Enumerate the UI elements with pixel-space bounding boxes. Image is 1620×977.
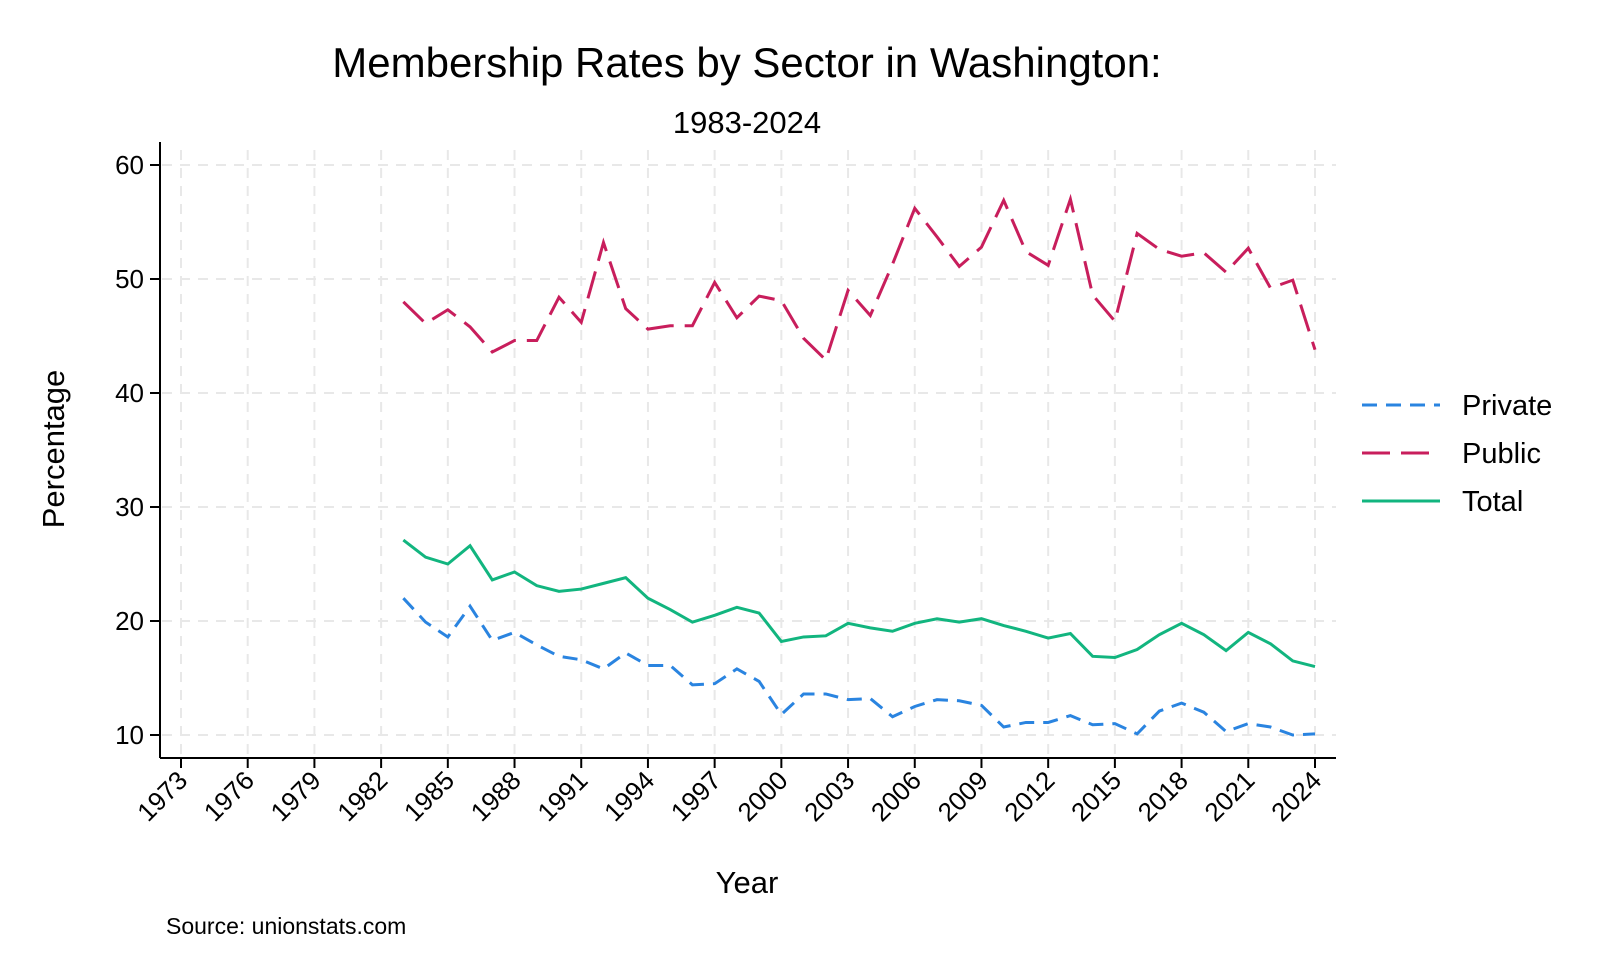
x-tick-label: 1985 bbox=[398, 765, 460, 827]
y-ticks-layer: 10 20 30 40 50 60 bbox=[115, 150, 160, 750]
x-tick-label: 1991 bbox=[531, 765, 593, 827]
x-tick-label: 2003 bbox=[798, 765, 860, 827]
grid-layer bbox=[162, 150, 1336, 756]
y-axis-title: Percentage bbox=[36, 370, 71, 529]
x-axis-title: Year bbox=[716, 865, 779, 900]
x-tick-label: 1982 bbox=[331, 765, 393, 827]
y-tick-label: 50 bbox=[115, 264, 144, 294]
x-tick-label: 1973 bbox=[131, 765, 193, 827]
x-tick-label: 2018 bbox=[1132, 765, 1194, 827]
chart-subtitle: 1983-2024 bbox=[673, 105, 821, 140]
series-layer bbox=[402, 193, 1317, 737]
series-line-total bbox=[402, 538, 1316, 669]
series-line-public bbox=[402, 193, 1317, 363]
x-tick-label: 1994 bbox=[598, 765, 660, 827]
source-note: Source: unionstats.com bbox=[166, 913, 406, 939]
x-tick-label: 1988 bbox=[465, 765, 527, 827]
chart-title: Membership Rates by Sector in Washington… bbox=[332, 39, 1161, 86]
legend-label-total: Total bbox=[1462, 486, 1523, 518]
y-tick-label: 30 bbox=[115, 492, 144, 522]
legend: Private Public Total bbox=[1362, 390, 1552, 518]
legend-label-public: Public bbox=[1462, 438, 1541, 470]
x-tick-label: 2000 bbox=[731, 765, 793, 827]
legend-label-private: Private bbox=[1462, 390, 1552, 422]
x-tick-label: 2024 bbox=[1265, 765, 1327, 827]
axes-layer bbox=[159, 142, 1336, 759]
series-line-private bbox=[402, 597, 1316, 737]
x-tick-label: 2015 bbox=[1065, 765, 1127, 827]
y-tick-label: 10 bbox=[115, 720, 144, 750]
y-tick-label: 40 bbox=[115, 378, 144, 408]
y-tick-label: 20 bbox=[115, 606, 144, 636]
x-ticks-layer: 1973 1976 1979 1982 1985 1988 1991 1994 1997 2000… bbox=[131, 758, 1327, 827]
x-tick-label: 2009 bbox=[932, 765, 994, 827]
x-tick-label: 1976 bbox=[198, 765, 260, 827]
x-tick-label: 1997 bbox=[665, 765, 727, 827]
x-tick-label: 2021 bbox=[1198, 765, 1260, 827]
y-tick-label: 60 bbox=[115, 150, 144, 180]
x-tick-label: 2012 bbox=[998, 765, 1060, 827]
x-tick-label: 1979 bbox=[265, 765, 327, 827]
x-tick-label: 2006 bbox=[865, 765, 927, 827]
